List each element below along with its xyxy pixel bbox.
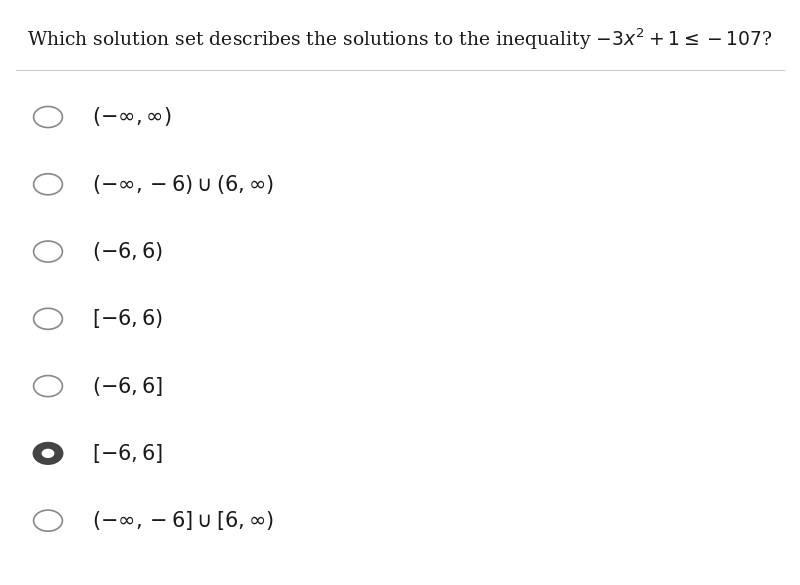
Circle shape (34, 510, 62, 531)
Circle shape (34, 106, 62, 128)
Circle shape (34, 241, 62, 262)
Circle shape (34, 376, 62, 397)
Circle shape (34, 443, 62, 464)
Text: $(-6, 6)$: $(-6, 6)$ (92, 240, 163, 263)
Text: $(-\infty, \infty)$: $(-\infty, \infty)$ (92, 105, 171, 129)
Text: $(-\infty, -6] \cup [6, \infty)$: $(-\infty, -6] \cup [6, \infty)$ (92, 509, 274, 532)
Circle shape (34, 308, 62, 329)
Text: $[-6, 6)$: $[-6, 6)$ (92, 307, 163, 331)
Text: $(-\infty, -6) \cup (6, \infty)$: $(-\infty, -6) \cup (6, \infty)$ (92, 173, 274, 196)
Circle shape (34, 174, 62, 195)
Text: Which solution set describes the solutions to the inequality $-3x^2 + 1 \leq -10: Which solution set describes the solutio… (27, 26, 773, 52)
Text: $[-6, 6]$: $[-6, 6]$ (92, 442, 163, 465)
Circle shape (42, 449, 54, 458)
Text: $(-6, 6]$: $(-6, 6]$ (92, 374, 163, 398)
